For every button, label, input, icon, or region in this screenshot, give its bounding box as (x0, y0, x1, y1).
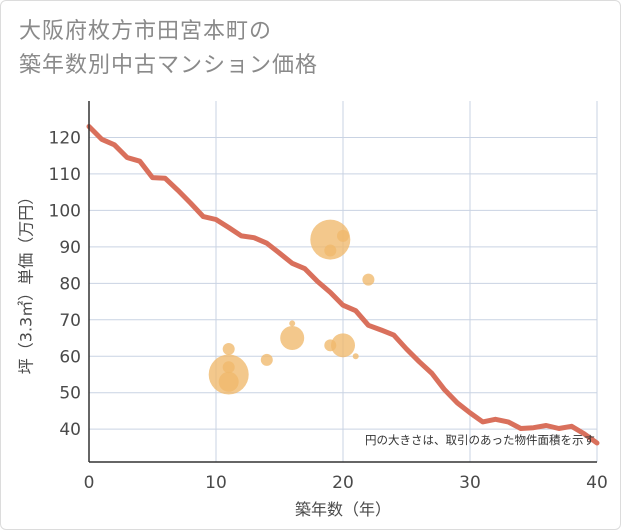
title-line-2: 築年数別中古マンション価格 (19, 53, 319, 78)
tick-labels: 0 10 20 30 40 40 50 60 70 80 90 100 110 120 (49, 128, 608, 493)
x-tick-label: 20 (332, 473, 354, 493)
axes (88, 101, 597, 463)
bubble-point (289, 320, 296, 327)
bubble-size-note: 円の大きさは、取引のあった物件面積を示す (365, 433, 595, 447)
bubble-point (352, 353, 359, 360)
y-tick-label: 110 (49, 165, 81, 185)
bubble-point (260, 353, 273, 366)
bubble-point (218, 371, 239, 392)
bubble-point (337, 229, 349, 242)
chart-title: 大阪府枚方市田宮本町の 築年数別中古マンション価格 (19, 15, 318, 83)
x-axis-label: 築年数（年） (295, 500, 391, 519)
y-tick-label: 100 (49, 201, 81, 221)
x-tick-label: 10 (205, 473, 227, 493)
x-tick-label: 0 (84, 473, 95, 493)
bubble-point (280, 326, 305, 351)
x-tick-label: 40 (586, 473, 608, 493)
y-tick-label: 40 (59, 420, 81, 440)
bubble-point (331, 333, 355, 358)
grid (89, 101, 598, 462)
y-axis-label: 坪（3.3㎡）単価（万円） (17, 189, 36, 374)
y-tick-label: 90 (59, 238, 81, 258)
y-tick-label: 80 (59, 274, 81, 294)
y-tick-label: 70 (59, 311, 81, 331)
title-line-1: 大阪府枚方市田宮本町の (19, 19, 273, 44)
bubble-series (208, 219, 375, 395)
trend-line (86, 124, 600, 446)
y-tick-label: 50 (59, 384, 81, 404)
bubble-point (222, 342, 235, 355)
bubble-point (362, 273, 375, 286)
bubble-point (324, 244, 337, 257)
x-tick-label: 30 (459, 473, 481, 493)
y-tick-label: 60 (59, 347, 81, 367)
y-tick-label: 120 (49, 128, 81, 148)
bubble-point (310, 219, 351, 260)
bubble-point (222, 361, 235, 374)
